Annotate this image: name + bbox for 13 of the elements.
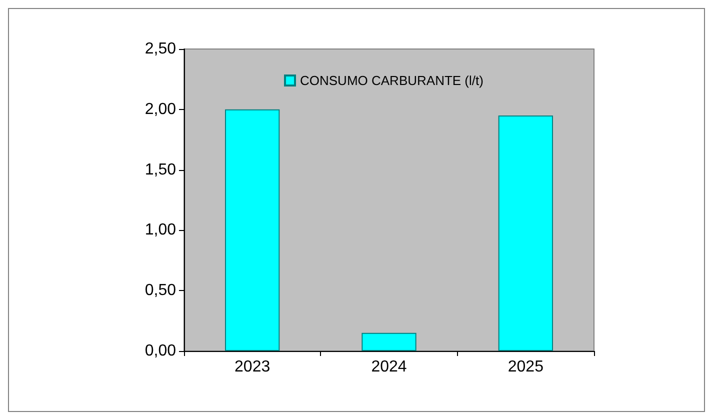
legend-label: CONSUMO CARBURANTE (l/t)	[300, 73, 484, 88]
y-tick-label: 0,00	[144, 342, 176, 360]
bar	[498, 115, 553, 351]
y-tick-label: 2,00	[144, 100, 176, 118]
y-tick-label: 2,50	[144, 40, 176, 58]
y-tick-label: 0,50	[144, 282, 176, 300]
x-tick-label: 2023	[234, 358, 270, 376]
y-tick-label: 1,00	[144, 222, 176, 239]
y-tick-label: 1,50	[144, 161, 176, 178]
x-tick-label: 2024	[371, 358, 407, 376]
bar	[225, 109, 280, 351]
bar	[362, 332, 416, 351]
x-tick-label: 2025	[508, 358, 544, 376]
